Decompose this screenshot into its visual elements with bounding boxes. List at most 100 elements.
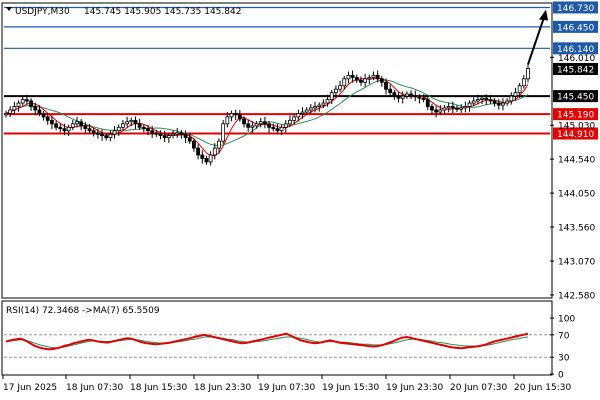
candle-body: [492, 100, 497, 104]
candle-body: [484, 97, 489, 100]
current-price-tag: [553, 62, 598, 75]
moving-averages: [5, 78, 529, 157]
candle-body: [342, 78, 347, 87]
candle-body: [91, 130, 96, 134]
candle-body: [146, 128, 150, 132]
candle-body: [371, 74, 376, 78]
rsi-panel: [1, 300, 553, 376]
candle-body: [434, 109, 439, 113]
candle-body: [29, 100, 33, 107]
price-tick-label-11: 143.560: [558, 224, 595, 234]
candle-body: [442, 107, 447, 111]
candle-body: [375, 74, 380, 80]
rsi-axis: 100 70 30 0: [550, 315, 575, 381]
candle-body: [108, 133, 113, 139]
ma-fast-line: [5, 78, 529, 157]
candle-body: [308, 107, 313, 111]
ma-slow-line: [5, 79, 529, 147]
candle-body: [217, 140, 221, 149]
rsi-tick-label-0: 100: [558, 315, 575, 325]
candle-body: [162, 135, 167, 139]
candle-body: [192, 140, 196, 149]
chart-symbol: USDJPY,M30: [15, 7, 70, 17]
price-tick-label-9: 144.540: [558, 156, 595, 166]
level-tag-label-3: 145.450: [557, 93, 594, 103]
price-tick-label-12: 143.070: [558, 257, 595, 267]
candle-body: [413, 95, 418, 98]
rsi-series-rsi: [5, 332, 529, 351]
candle-body: [455, 107, 459, 110]
candle-body: [45, 116, 50, 121]
candle-body: [384, 81, 388, 90]
candle-body: [354, 77, 359, 81]
candle-body: [4, 113, 8, 116]
candle-body: [141, 126, 146, 130]
candle-body: [338, 85, 342, 90]
candle-body: [24, 99, 29, 102]
price-tick-label-10: 144.050: [558, 190, 595, 200]
candle-body: [237, 114, 242, 120]
time-axis: 17 Jun 2025 18 Jun 07:30 18 Jun 15:30 18 Ju…: [2, 375, 571, 393]
candle-body: [275, 128, 280, 132]
dropdown-icon[interactable]: [6, 7, 12, 11]
time-tick-label-5: 19 Jun 15:30: [322, 383, 379, 393]
arrow-shaft: [527, 17, 545, 65]
candle-body: [70, 123, 75, 128]
time-tick-label-0: 17 Jun 2025: [3, 383, 57, 393]
candle-body: [200, 154, 205, 159]
level-tag-4: [553, 108, 598, 121]
level-tag-2: [553, 42, 598, 55]
price-panel: [1, 2, 553, 299]
level-tag-1: [553, 20, 598, 33]
candle-body: [75, 121, 79, 125]
candle-body: [292, 116, 297, 121]
candle-body: [187, 137, 192, 142]
price-tick-label-13: 142.580: [558, 291, 595, 301]
candle-body: [129, 119, 134, 123]
candle-body: [66, 126, 71, 132]
candle-body: [509, 95, 514, 102]
candle-body: [304, 109, 309, 113]
candle-body: [116, 126, 121, 132]
price-axis: 146.730 146.450 146.140 145.450 145.190 144.9…: [550, 1, 598, 301]
candle-body: [246, 123, 251, 128]
candle-body: [505, 100, 510, 104]
time-tick-label-3: 18 Jun 23:30: [194, 383, 251, 393]
candle-body: [208, 154, 213, 163]
candle-body: [475, 99, 480, 102]
candle-body: [104, 135, 109, 139]
candle-body: [37, 109, 42, 114]
candle-body: [62, 128, 67, 132]
candle-body: [488, 99, 493, 102]
level-tag-0: [553, 1, 598, 14]
candle-body: [33, 106, 38, 111]
time-tick-label-7: 20 Jun 07:30: [450, 383, 507, 393]
candle-body: [242, 118, 246, 125]
candle-body: [367, 77, 372, 80]
candle-body: [446, 106, 451, 109]
candle-body: [288, 119, 292, 125]
candle-body: [87, 128, 92, 132]
candle-body: [359, 79, 363, 83]
candle-body: [112, 130, 117, 135]
candle-body: [154, 132, 159, 135]
candle-body: [83, 125, 88, 130]
candle-body: [79, 121, 84, 127]
candle-body: [513, 92, 518, 97]
candle-body: [438, 109, 443, 113]
candle-body: [463, 106, 468, 109]
candle-body: [321, 102, 326, 106]
candle-body: [125, 121, 130, 125]
candle-body: [471, 100, 476, 104]
candle-body: [221, 123, 226, 142]
candle-body: [417, 96, 422, 99]
candle-body: [171, 133, 175, 137]
candle-body: [100, 133, 104, 137]
candle-body: [183, 133, 188, 139]
candle-body: [225, 116, 230, 125]
candle-body: [300, 111, 305, 114]
chart-ohlc: 145.745 145.905 145.735 145.842: [84, 7, 241, 17]
candle-body: [526, 68, 530, 80]
candle-body: [150, 130, 155, 134]
